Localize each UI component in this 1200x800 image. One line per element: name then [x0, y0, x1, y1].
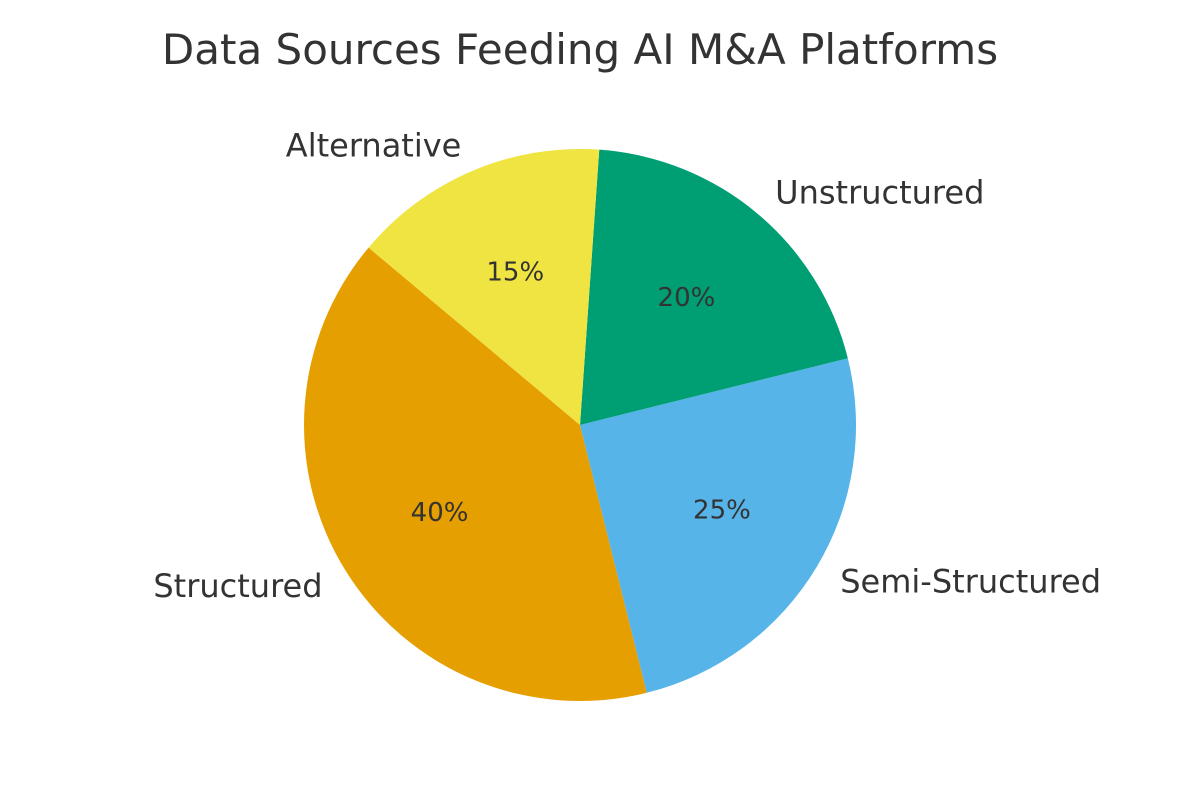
- pie-category-label: Alternative: [286, 127, 462, 165]
- pie-percent-label: 40%: [411, 498, 469, 528]
- pie-slice-semi-structured: [580, 358, 857, 693]
- pie-category-label: Structured: [153, 567, 322, 605]
- pie-category-label: Unstructured: [775, 173, 984, 211]
- pie-labels: 40% Structured 25% Semi-Structured 20% Unstru…: [153, 127, 1101, 605]
- pie-category-label: Semi-Structured: [840, 562, 1101, 600]
- pie-percent-label: 20%: [658, 283, 716, 313]
- pie-slice-alternative: [368, 148, 600, 425]
- pie-percent-label: 15%: [486, 258, 544, 288]
- pie-slices: [304, 148, 857, 701]
- pie-percent-label: 25%: [693, 495, 751, 525]
- pie-slice-unstructured: [580, 149, 848, 426]
- chart-title: Data Sources Feeding AI M&A Platforms: [162, 25, 998, 74]
- pie-slice-structured: [304, 247, 647, 701]
